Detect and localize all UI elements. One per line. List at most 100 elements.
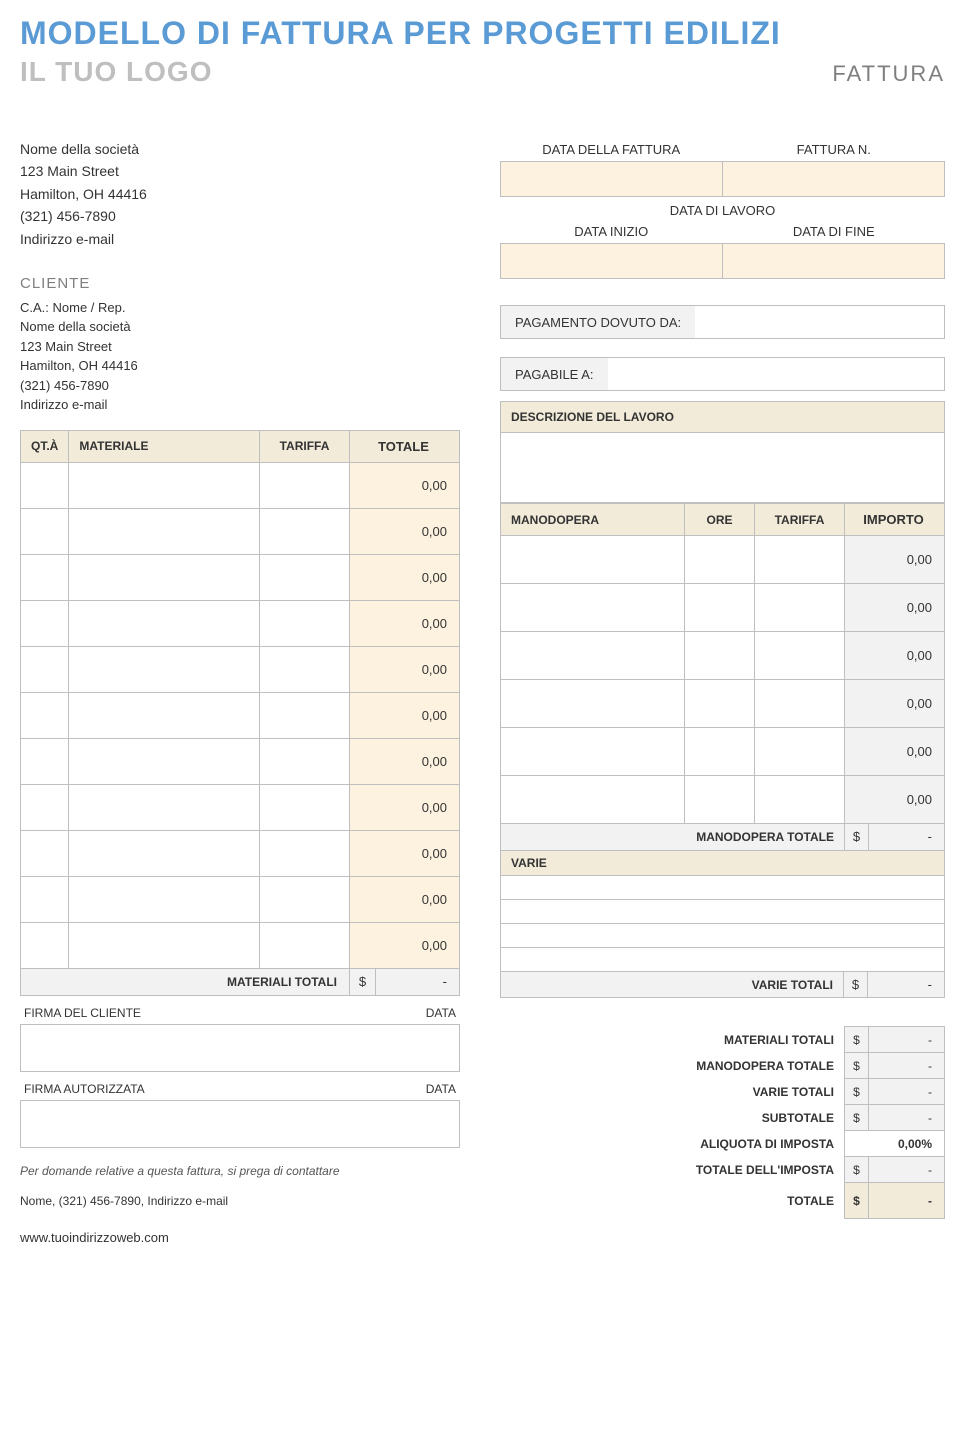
table-row: 0,00 <box>21 554 460 600</box>
table-row: 0,00 <box>501 536 945 584</box>
mat-row-total: 0,00 <box>350 600 460 646</box>
start-date-label: DATA INIZIO <box>500 220 723 243</box>
mat-row-total: 0,00 <box>350 462 460 508</box>
grand-total-value: - <box>869 1183 945 1219</box>
sum-label: MATERIALI TOTALI <box>500 1027 845 1053</box>
table-row: 0,00 <box>501 584 945 632</box>
mat-col-total: TOTALE <box>350 430 460 462</box>
labor-col-hours: ORE <box>685 504 755 536</box>
materials-total-currency: $ <box>350 969 376 995</box>
client-attn: C.A.: Nome / Rep. <box>20 298 460 318</box>
company-city: Hamilton, OH 44416 <box>20 183 460 205</box>
mat-row-total: 0,00 <box>350 692 460 738</box>
sig-auth-label: FIRMA AUTORIZZATA <box>24 1082 145 1096</box>
table-row: 0,00 <box>21 738 460 784</box>
sum-label: SUBTOTALE <box>500 1105 845 1131</box>
materials-total-label: MATERIALI TOTALI <box>21 968 350 995</box>
labor-row-amount: 0,00 <box>845 776 945 824</box>
table-row: 0,00 <box>501 776 945 824</box>
company-street: 123 Main Street <box>20 160 460 182</box>
client-city: Hamilton, OH 44416 <box>20 356 460 376</box>
labor-row-amount: 0,00 <box>845 632 945 680</box>
payable-to-label: PAGABILE A: <box>501 358 608 390</box>
mat-col-qty: QT.À <box>21 430 69 462</box>
invoice-number-input[interactable] <box>723 162 944 196</box>
start-date-input[interactable] <box>501 244 723 278</box>
logo-placeholder: IL TUO LOGO <box>20 56 212 88</box>
payment-due-input[interactable] <box>695 306 944 338</box>
table-row: 0,00 <box>501 680 945 728</box>
labor-col-amount: IMPORTO <box>845 504 945 536</box>
client-email: Indirizzo e-mail <box>20 395 460 415</box>
sig-client-box[interactable] <box>20 1024 460 1072</box>
sum-currency: $ <box>845 1053 869 1079</box>
summary-table: MATERIALI TOTALI $ - MANODOPERA TOTALE $… <box>500 1026 945 1219</box>
sum-currency: $ <box>845 1105 869 1131</box>
sum-value: - <box>869 1027 945 1053</box>
mat-row-total: 0,00 <box>350 876 460 922</box>
sum-value: - <box>869 1053 945 1079</box>
table-row: 0,00 <box>21 692 460 738</box>
misc-row[interactable] <box>500 900 945 924</box>
mat-row-total: 0,00 <box>350 922 460 968</box>
misc-total-currency: $ <box>844 972 868 997</box>
page-title: MODELLO DI FATTURA PER PROGETTI EDILIZI <box>20 15 945 52</box>
labor-row-amount: 0,00 <box>845 584 945 632</box>
sum-label: MANODOPERA TOTALE <box>500 1053 845 1079</box>
company-email: Indirizzo e-mail <box>20 228 460 250</box>
labor-total-value: - <box>869 824 944 850</box>
tax-total-label: TOTALE DELL'IMPOSTA <box>500 1157 845 1183</box>
end-date-label: DATA DI FINE <box>723 220 946 243</box>
sum-value: - <box>869 1105 945 1131</box>
misc-heading: VARIE <box>500 851 945 876</box>
tax-rate-value[interactable]: 0,00% <box>845 1131 945 1157</box>
misc-total-value: - <box>868 972 944 997</box>
mat-col-rate: TARIFFA <box>260 430 350 462</box>
tax-total-currency: $ <box>845 1157 869 1183</box>
company-name: Nome della società <box>20 138 460 160</box>
mat-row-total: 0,00 <box>350 554 460 600</box>
description-heading: DESCRIZIONE DEL LAVORO <box>500 401 945 433</box>
client-block: C.A.: Nome / Rep. Nome della società 123… <box>20 298 460 415</box>
misc-row[interactable] <box>500 876 945 900</box>
labor-table: MANODOPERA ORE TARIFFA IMPORTO 0,00 0,00… <box>500 503 945 851</box>
client-phone: (321) 456-7890 <box>20 376 460 396</box>
materials-table: QT.À MATERIALE TARIFFA TOTALE 0,00 0,00 … <box>20 430 460 996</box>
table-row: 0,00 <box>21 830 460 876</box>
client-street: 123 Main Street <box>20 337 460 357</box>
sum-label: VARIE TOTALI <box>500 1079 845 1105</box>
payable-to-input[interactable] <box>608 358 944 390</box>
sum-value: - <box>869 1079 945 1105</box>
table-row: 0,00 <box>21 784 460 830</box>
labor-row-amount: 0,00 <box>845 728 945 776</box>
table-row: 0,00 <box>21 876 460 922</box>
invoice-date-input[interactable] <box>501 162 723 196</box>
labor-col-rate: TARIFFA <box>755 504 845 536</box>
end-date-input[interactable] <box>723 244 944 278</box>
description-box[interactable] <box>500 433 945 503</box>
footer-contact: Nome, (321) 456-7890, Indirizzo e-mail <box>20 1194 460 1208</box>
invoice-date-label: DATA DELLA FATTURA <box>500 138 723 161</box>
payment-due-label: PAGAMENTO DOVUTO DA: <box>501 306 695 338</box>
table-row: 0,00 <box>21 508 460 554</box>
client-heading: CLIENTE <box>20 275 460 292</box>
misc-row[interactable] <box>500 924 945 948</box>
table-row: 0,00 <box>21 646 460 692</box>
sig-date-label-2: DATA <box>426 1082 456 1096</box>
table-row: 0,00 <box>21 600 460 646</box>
footer-note: Per domande relative a questa fattura, s… <box>20 1164 460 1178</box>
footer-website: www.tuoindirizzoweb.com <box>20 1230 460 1245</box>
table-row: 0,00 <box>21 922 460 968</box>
misc-row[interactable] <box>500 948 945 972</box>
client-company: Nome della società <box>20 317 460 337</box>
labor-total-label: MANODOPERA TOTALE <box>501 824 845 851</box>
mat-row-total: 0,00 <box>350 784 460 830</box>
labor-row-amount: 0,00 <box>845 680 945 728</box>
sig-date-label: DATA <box>426 1006 456 1020</box>
invoice-number-label: FATTURA N. <box>723 138 946 161</box>
mat-row-total: 0,00 <box>350 508 460 554</box>
company-block: Nome della società 123 Main Street Hamil… <box>20 138 460 250</box>
sig-auth-box[interactable] <box>20 1100 460 1148</box>
sig-client-label: FIRMA DEL CLIENTE <box>24 1006 141 1020</box>
materials-total-value: - <box>376 969 459 995</box>
